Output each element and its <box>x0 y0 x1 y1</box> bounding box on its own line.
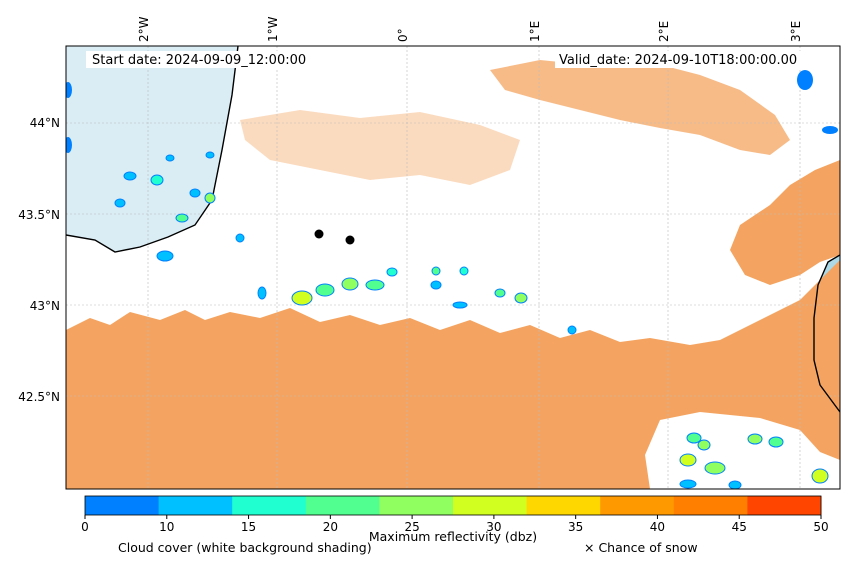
colorbar-segment <box>232 496 307 515</box>
colorbar-segment <box>379 496 454 515</box>
lon-label-0: 0° <box>396 28 410 42</box>
reflectivity-cells <box>66 70 838 489</box>
location-marker <box>345 235 355 245</box>
reflectivity-cell <box>452 301 468 309</box>
reflectivity-cell <box>686 432 702 444</box>
colorbar-segment <box>85 496 160 515</box>
snow-legend: × Chance of snow <box>584 540 698 555</box>
reflectivity-cell <box>514 292 528 304</box>
reflectivity-cell <box>747 433 763 445</box>
lon-label-2e: 2°E <box>657 21 671 42</box>
colorbar-tick-label: 0 <box>81 520 89 534</box>
reflectivity-cell <box>150 174 164 186</box>
colorbar-segment <box>305 496 380 515</box>
colorbar: 0 10 15 20 25 30 35 40 45 50 <box>81 495 829 534</box>
colorbar-segment <box>453 496 528 515</box>
reflectivity-cell <box>156 250 174 262</box>
reflectivity-cell <box>235 233 245 243</box>
reflectivity-cell <box>494 288 506 298</box>
gridlines <box>66 46 840 489</box>
lat-label-43-5n: 43.5°N <box>18 208 60 222</box>
colorbar-title: Maximum reflectivity (dbz) <box>369 529 537 544</box>
cloud-cover-west-light <box>66 370 120 430</box>
colorbar-tick-label: 50 <box>813 520 828 534</box>
reflectivity-cell <box>811 468 829 484</box>
reflectivity-cell <box>697 439 711 451</box>
reflectivity-cell <box>567 325 577 335</box>
reflectivity-cell <box>123 171 137 181</box>
coastline-west <box>66 46 239 253</box>
lat-label-44n: 44°N <box>30 116 60 130</box>
reflectivity-cell <box>459 266 469 276</box>
reflectivity-cell <box>728 480 742 489</box>
reflectivity-cell <box>315 283 335 297</box>
location-marker <box>314 229 324 239</box>
reflectivity-cell <box>114 198 126 208</box>
colorbar-tick-label: 30 <box>486 520 501 534</box>
cloud-cover-center <box>240 110 520 185</box>
lon-label-3e: 3°E <box>789 21 803 42</box>
reflectivity-cell <box>679 479 697 489</box>
colorbar-tick-label: 20 <box>323 520 338 534</box>
reflectivity-cell <box>679 453 697 467</box>
start-date-label: Start date: 2024-09-09_12:00:00 <box>92 53 306 68</box>
colorbar-segment <box>158 496 233 515</box>
reflectivity-cell <box>822 126 838 134</box>
cloud-cover-south <box>66 260 840 489</box>
colorbar-tick-label: 35 <box>568 520 583 534</box>
cloud-cover-se-gap <box>645 412 840 489</box>
reflectivity-cell <box>66 137 72 153</box>
colorbar-ticks: 0 10 15 20 25 30 35 40 45 50 <box>81 515 829 534</box>
colorbar-tick-label: 15 <box>241 520 256 534</box>
colorbar-tick-label: 45 <box>732 520 747 534</box>
reflectivity-cell <box>386 267 398 277</box>
lon-label-1e: 1°E <box>528 21 542 42</box>
lon-label-1w: 1°W <box>266 16 280 42</box>
map-content: Start date: 2024-09-09_12:00:00 Valid_da… <box>66 46 840 489</box>
cloud-cover-north <box>490 60 790 155</box>
reflectivity-cell <box>365 279 385 291</box>
cloud-cover-legend: Cloud cover (white background shading) <box>118 540 372 555</box>
lat-label-42-5n: 42.5°N <box>18 390 60 404</box>
cloud-cover-east <box>730 160 840 285</box>
reflectivity-cell <box>704 461 726 475</box>
reflectivity-cell <box>430 280 442 290</box>
reflectivity-cell <box>257 286 267 300</box>
colorbar-frame <box>84 495 822 516</box>
reflectivity-cell <box>204 192 216 204</box>
valid-date-label: Valid_date: 2024-09-10T18:00:00.00 <box>559 53 797 68</box>
reflectivity-cell <box>768 436 784 448</box>
reflectivity-cell <box>66 82 72 98</box>
map-frame <box>65 45 841 490</box>
colorbar-tick-label: 25 <box>404 520 419 534</box>
colorbar-segment <box>673 496 748 515</box>
lat-label-43n: 43°N <box>30 299 60 313</box>
colorbar-segments <box>85 496 822 515</box>
lon-label-2w: 2°W <box>137 16 151 42</box>
colorbar-tick-label: 10 <box>159 520 174 534</box>
colorbar-segment <box>526 496 601 515</box>
reflectivity-cell <box>797 70 813 90</box>
reflectivity-cell <box>341 277 359 291</box>
reflectivity-cell <box>205 151 215 159</box>
coastline-east <box>813 254 840 413</box>
atlantic-sea <box>66 46 238 252</box>
colorbar-segment <box>600 496 675 515</box>
reflectivity-cell <box>189 188 201 198</box>
reflectivity-cell <box>165 154 175 162</box>
colorbar-segment <box>747 496 822 515</box>
reflectivity-cell <box>431 266 441 276</box>
reflectivity-cell <box>175 213 189 223</box>
reflectivity-cell <box>291 290 313 306</box>
colorbar-tick-label: 40 <box>650 520 665 534</box>
